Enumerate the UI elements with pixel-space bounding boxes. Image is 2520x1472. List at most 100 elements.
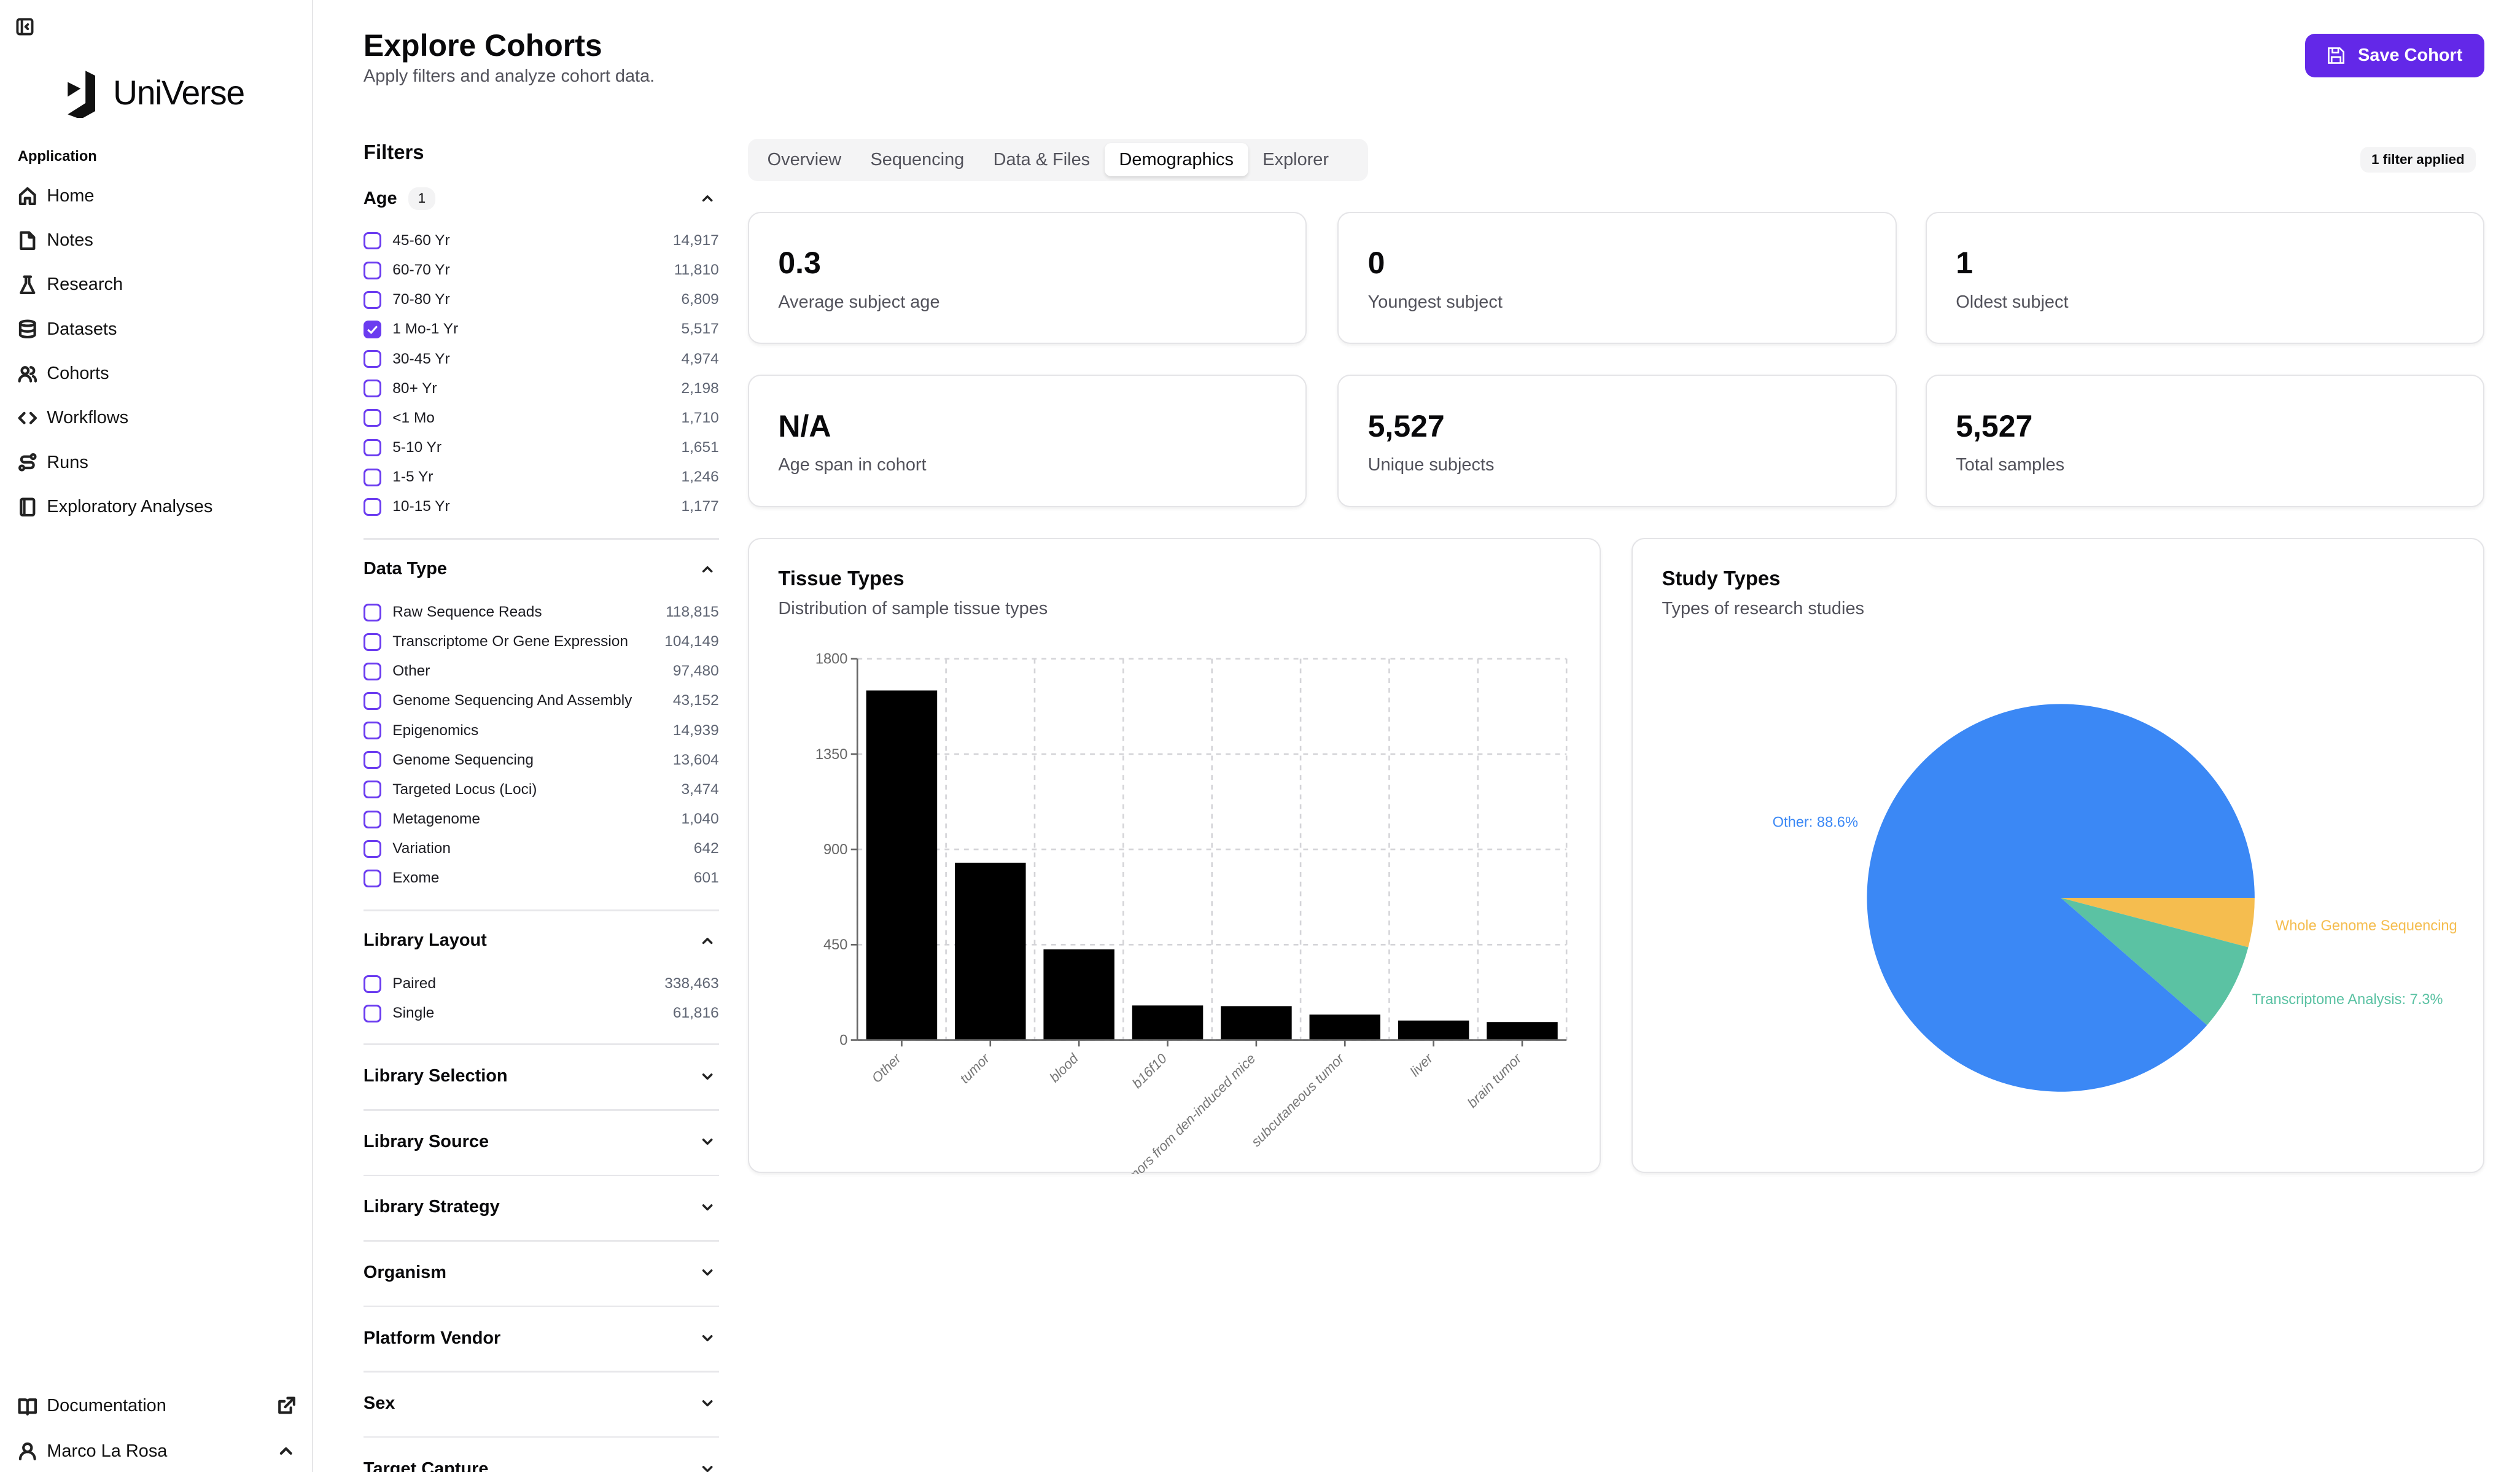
filter-option[interactable]: 30-45 Yr 4,974 [363, 346, 719, 372]
pie-label: Transcriptome Analysis: 7.3% [2252, 992, 2443, 1008]
sidebar-item-cohorts[interactable]: Cohorts [18, 364, 109, 384]
book-icon [18, 1398, 37, 1416]
filter-section-label: Library Source [363, 1131, 489, 1151]
filter-option-count: 1,177 [681, 498, 719, 515]
filter-option-count: 14,917 [672, 232, 719, 249]
chevron-down-icon [702, 1139, 713, 1145]
checkbox[interactable] [363, 261, 381, 279]
filter-option[interactable]: Epigenomics 14,939 [363, 718, 719, 744]
checkbox[interactable] [363, 662, 381, 680]
filter-section-platform-vendor[interactable]: Platform Vendor [364, 1328, 719, 1349]
y-tick-label: 1800 [815, 652, 848, 668]
checkbox[interactable] [363, 290, 381, 309]
checkbox[interactable] [363, 781, 381, 799]
filter-option[interactable]: 1-5 Yr 1,246 [363, 464, 719, 490]
notebook-icon [20, 497, 36, 516]
filter-section-library-layout[interactable]: Library Layout [364, 930, 719, 951]
bar [1309, 1014, 1381, 1040]
checkbox[interactable] [363, 409, 381, 427]
filter-section-library-strategy[interactable]: Library Strategy [364, 1197, 719, 1217]
checkbox[interactable] [363, 810, 381, 828]
filter-count-badge: 1 [408, 187, 435, 210]
filter-section-target-capture[interactable]: Target Capture [364, 1459, 719, 1472]
checkbox[interactable] [363, 633, 381, 651]
chevron-down-icon [702, 1073, 713, 1080]
checkbox[interactable] [363, 232, 381, 250]
filter-option[interactable]: Single 61,816 [363, 1000, 719, 1026]
filter-option[interactable]: 70-80 Yr 6,809 [363, 287, 719, 313]
filter-option-count: 601 [693, 870, 719, 887]
filter-option[interactable]: 45-60 Yr 14,917 [363, 228, 719, 254]
checkbox[interactable] [363, 603, 381, 621]
x-tick-label: Other [869, 1050, 904, 1086]
filter-section-library-selection[interactable]: Library Selection [364, 1066, 719, 1086]
sidebar-item-research[interactable]: Research [18, 275, 123, 295]
filter-section-label: Sex [363, 1393, 395, 1414]
filter-option[interactable]: Raw Sequence Reads 118,815 [363, 599, 719, 625]
pie-label: Other: 88.6% [1773, 814, 1858, 830]
sidebar-item-workflows[interactable]: Workflows [18, 408, 128, 428]
sidebar-item-home[interactable]: Home [18, 186, 94, 206]
checkbox[interactable] [363, 468, 381, 486]
checkbox[interactable] [363, 438, 381, 457]
filter-option[interactable]: 5-10 Yr 1,651 [363, 435, 719, 461]
filter-section-data-type[interactable]: Data Type [364, 559, 719, 579]
bar [1487, 1022, 1558, 1040]
tab-demographics[interactable]: Demographics [1104, 143, 1248, 177]
checkbox[interactable] [363, 839, 381, 858]
filter-section-label: Library Strategy [363, 1197, 500, 1217]
sidebar-item-datasets[interactable]: Datasets [18, 319, 117, 340]
filter-option[interactable]: Other 97,480 [363, 658, 719, 684]
filter-option[interactable]: Metagenome 1,040 [363, 806, 719, 832]
filter-option[interactable]: Transcriptome Or Gene Expression 104,149 [363, 629, 719, 655]
checkbox[interactable] [363, 497, 381, 516]
sidebar-item-notes[interactable]: Notes [18, 230, 93, 251]
filter-option[interactable]: 80+ Yr 2,198 [363, 376, 719, 402]
checkbox[interactable] [363, 722, 381, 740]
stat-card: N/A Age span in cohort [748, 375, 1307, 508]
filter-section-label: Age [363, 188, 397, 208]
checkbox[interactable] [363, 975, 381, 993]
filter-option[interactable]: Paired 338,463 [363, 971, 719, 997]
filter-option[interactable]: 60-70 Yr 11,810 [363, 257, 719, 283]
sidebar-item-label: Exploratory Analyses [47, 496, 213, 516]
sidebar-toggle-icon[interactable] [16, 18, 34, 36]
filter-option[interactable]: Exome 601 [363, 865, 719, 891]
filter-option[interactable]: Genome Sequencing 13,604 [363, 747, 719, 773]
documentation-link[interactable]: Documentation [18, 1396, 295, 1416]
sidebar-item-exploratory-analyses[interactable]: Exploratory Analyses [18, 497, 212, 517]
checkbox[interactable] [363, 692, 381, 710]
checkbox[interactable] [363, 350, 381, 368]
filter-option[interactable]: 1 Mo-1 Yr 5,517 [363, 316, 719, 342]
chart-subtitle: Types of research studies [1662, 599, 1864, 619]
tab-overview[interactable]: Overview [767, 149, 842, 169]
filter-option[interactable]: Targeted Locus (Loci) 3,474 [363, 777, 719, 803]
filter-option-label: Paired [392, 975, 436, 992]
filter-option[interactable]: <1 Mo 1,710 [363, 405, 719, 431]
stat-label: Average subject age [778, 292, 940, 312]
filter-option[interactable]: 10-15 Yr 1,177 [363, 494, 719, 520]
checkbox[interactable] [363, 751, 381, 769]
sidebar-item-label: Datasets [47, 319, 117, 339]
divider [363, 1371, 719, 1373]
filter-option-count: 1,710 [681, 409, 719, 426]
x-tick-label: liver [1407, 1050, 1437, 1080]
tab-data-files[interactable]: Data & Files [993, 149, 1091, 169]
filter-section-sex[interactable]: Sex [364, 1393, 719, 1414]
checkbox[interactable] [363, 320, 381, 338]
filter-section-age[interactable]: Age 1 [364, 187, 719, 210]
filter-option[interactable]: Genome Sequencing And Assembly 43,152 [363, 688, 719, 714]
sidebar-item-runs[interactable]: Runs [18, 453, 88, 473]
x-tick-label: brain tumor [1464, 1050, 1525, 1111]
checkbox[interactable] [363, 1004, 381, 1022]
filter-option[interactable]: Variation 642 [363, 836, 719, 862]
tab-explorer[interactable]: Explorer [1262, 149, 1329, 169]
checkbox[interactable] [363, 380, 381, 398]
save-cohort-button[interactable]: Save Cohort [2305, 34, 2485, 78]
user-menu[interactable]: Marco La Rosa [18, 1441, 295, 1462]
tab-sequencing[interactable]: Sequencing [870, 149, 965, 169]
y-tick-label: 0 [839, 1032, 847, 1048]
checkbox[interactable] [363, 869, 381, 887]
filter-section-organism[interactable]: Organism [364, 1263, 719, 1283]
filter-section-library-source[interactable]: Library Source [364, 1132, 719, 1152]
